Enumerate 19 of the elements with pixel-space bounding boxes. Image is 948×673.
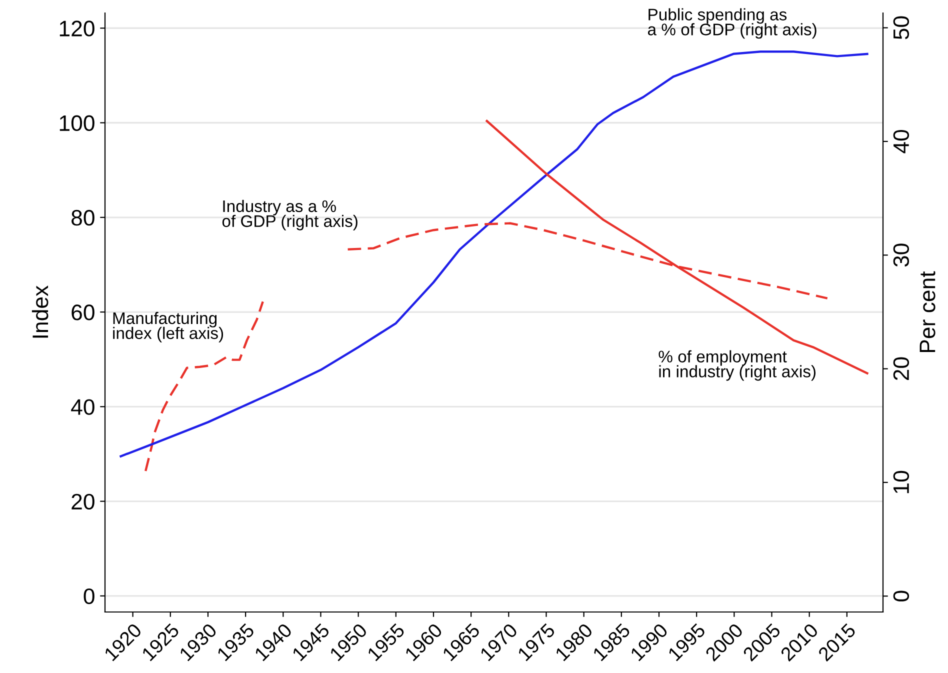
y-tick-label: 120	[60, 20, 94, 36]
series-label: Industry as a % of GDP (right axis)	[222, 200, 358, 230]
y-tick-label: 20	[72, 494, 94, 510]
y-axis-title: Index	[32, 286, 48, 338]
y-tick-label: 80	[72, 210, 94, 226]
y2-tick-label: 10	[893, 470, 910, 494]
y-tick-label: 60	[72, 304, 94, 320]
y-tick-label: 100	[60, 115, 94, 132]
y2-tick-label: 20	[893, 357, 910, 380]
series-label: Manufacturing index (left axis)	[113, 312, 224, 342]
y2-axis-title: Per cent	[920, 271, 936, 352]
series-label: % of employment in industry (right axis)	[658, 350, 816, 381]
y-tick-label: 0	[84, 588, 94, 604]
y2-tick-label: 50	[893, 16, 910, 40]
y-tick-label: 40	[71, 399, 94, 415]
y2-tick-label: 0	[893, 590, 910, 602]
series-label: Public spending as a % of GDP (right axis)	[648, 8, 816, 39]
y2-tick-label: 30	[893, 244, 910, 267]
y2-tick-label: 40	[893, 130, 910, 154]
